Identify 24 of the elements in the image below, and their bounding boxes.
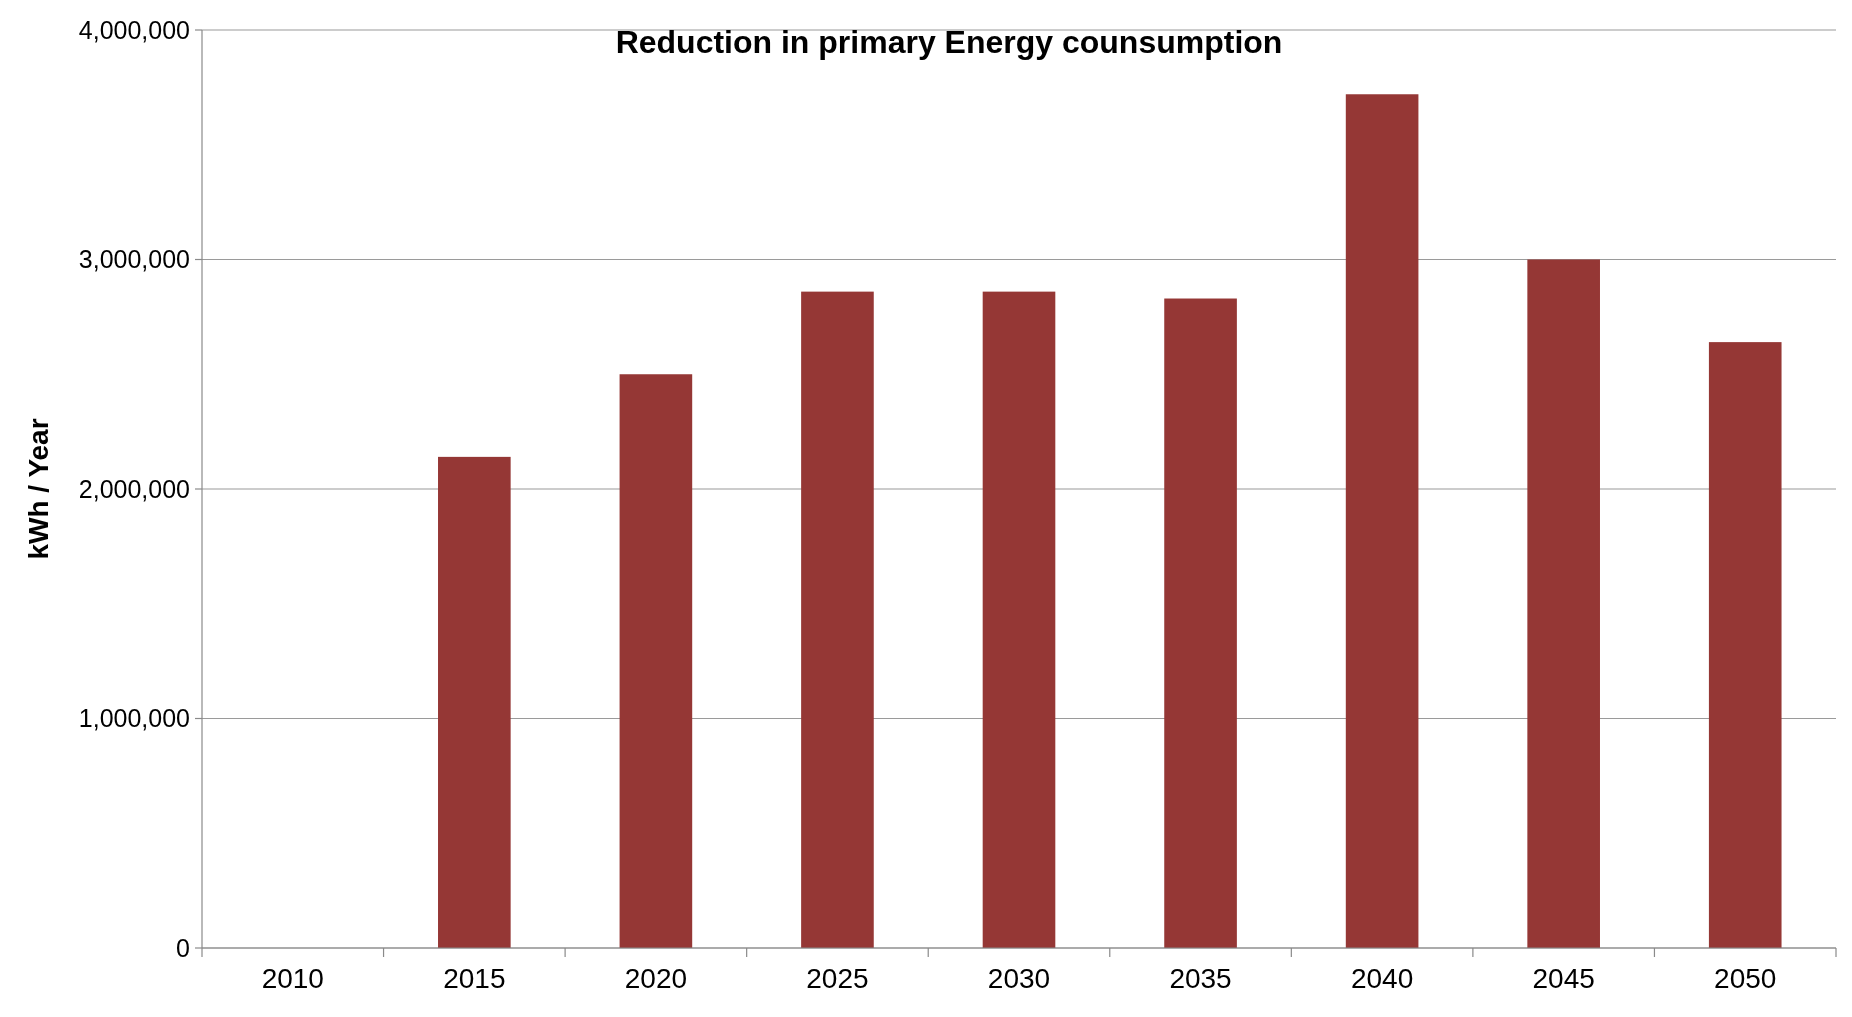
y-tick-label: 3,000,000 [78, 245, 190, 274]
bar [619, 374, 693, 948]
x-tick-label: 2025 [806, 963, 869, 994]
bar [1527, 259, 1600, 948]
y-tick-label: 2,000,000 [78, 474, 190, 503]
x-tick-label: 2015 [443, 963, 506, 994]
x-tick-label: 2035 [1169, 963, 1232, 994]
y-tick-label: 1,000,000 [78, 704, 190, 733]
x-tick-label: 2045 [1532, 963, 1595, 994]
bar [982, 291, 1056, 948]
bar [438, 456, 511, 948]
x-tick-label: 2030 [987, 963, 1051, 994]
chart-title: Reduction in primary Energy counsumption [615, 24, 1283, 61]
bar [1708, 342, 1782, 948]
x-tick-label: 2010 [261, 963, 324, 994]
bar [1345, 94, 1419, 948]
x-tick-label: 2040 [1350, 963, 1414, 994]
bar [1164, 298, 1237, 948]
y-tick-label: 0 [176, 933, 190, 962]
x-tick-label: 2050 [1714, 963, 1777, 994]
y-axis-title: kWh / Year [23, 418, 54, 560]
y-tick-label: 4,000,000 [78, 15, 190, 44]
bar [801, 291, 874, 948]
x-tick-label: 2020 [624, 963, 688, 994]
